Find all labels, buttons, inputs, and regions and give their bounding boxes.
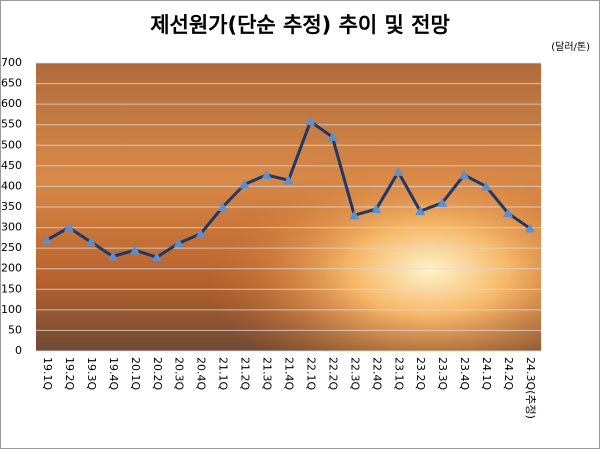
marker	[217, 202, 228, 211]
marker	[437, 197, 448, 207]
marker	[107, 251, 118, 261]
x-tick-label: 20.1Q	[129, 357, 142, 390]
marker	[239, 179, 250, 189]
y-tick-label: 150	[1, 282, 22, 295]
marker	[459, 169, 470, 179]
x-tick-label: 23.4Q	[458, 357, 471, 390]
y-tick-label: 600	[1, 97, 22, 110]
marker	[415, 206, 426, 216]
unit-label: (달러/톤)	[551, 41, 590, 53]
x-tick-label: 19.2Q	[63, 357, 76, 390]
y-tick-label: 450	[1, 159, 22, 172]
y-tick-label: 500	[1, 138, 22, 151]
y-tick-label: 300	[1, 221, 22, 234]
x-tick-label: 21.3Q	[261, 357, 274, 390]
marker	[63, 222, 74, 232]
x-tick-label: 19.1Q	[41, 357, 54, 390]
chart-title: 제선원가(단순 추정) 추이 및 전망	[150, 13, 450, 37]
y-tick-label: 650	[1, 77, 22, 90]
x-tick-label: 22.2Q	[326, 357, 339, 390]
x-tick-label: 20.2Q	[151, 357, 164, 390]
x-tick-label: 23.2Q	[414, 357, 427, 390]
x-tick-label: 24.1Q	[480, 357, 493, 390]
x-tick-label: 23.1Q	[392, 357, 405, 390]
marker	[85, 236, 96, 246]
y-tick-label: 700	[1, 56, 22, 69]
y-tick-label: 250	[1, 241, 22, 254]
marker	[349, 210, 360, 220]
marker	[371, 204, 382, 214]
marker	[327, 132, 338, 142]
x-tick-label: 24.3Q(추정)	[524, 357, 537, 419]
x-tick-label: 21.4Q	[283, 357, 296, 390]
y-tick-label: 550	[1, 118, 22, 131]
marker	[195, 228, 206, 238]
x-tick-label: 20.3Q	[173, 357, 186, 390]
x-tick-label: 22.1Q	[304, 357, 317, 390]
x-tick-label: 19.4Q	[107, 357, 120, 390]
y-tick-label: 100	[1, 303, 22, 316]
marker	[481, 181, 492, 191]
x-tick-label: 22.4Q	[370, 357, 383, 390]
marker	[129, 245, 140, 255]
marker	[151, 252, 162, 262]
y-tick-label: 0	[15, 344, 22, 357]
x-tick-label: 23.3Q	[436, 357, 449, 390]
x-tick-label: 22.3Q	[348, 357, 361, 390]
marker	[261, 169, 272, 179]
x-tick-label: 21.2Q	[239, 357, 252, 390]
y-tick-label: 350	[1, 200, 22, 213]
marker	[525, 223, 536, 233]
x-tick-label: 19.3Q	[85, 357, 98, 390]
x-tick-label: 21.1Q	[217, 357, 230, 390]
marker	[305, 116, 316, 126]
y-tick-label: 200	[1, 262, 22, 275]
marker	[283, 175, 294, 185]
marker	[41, 234, 52, 244]
marker	[393, 167, 404, 177]
y-tick-label: 400	[1, 179, 22, 192]
marker	[173, 238, 184, 248]
marker	[503, 208, 514, 218]
x-tick-label: 24.2Q	[502, 357, 515, 390]
x-tick-label: 20.4Q	[195, 357, 208, 390]
y-tick-label: 50	[8, 323, 22, 336]
